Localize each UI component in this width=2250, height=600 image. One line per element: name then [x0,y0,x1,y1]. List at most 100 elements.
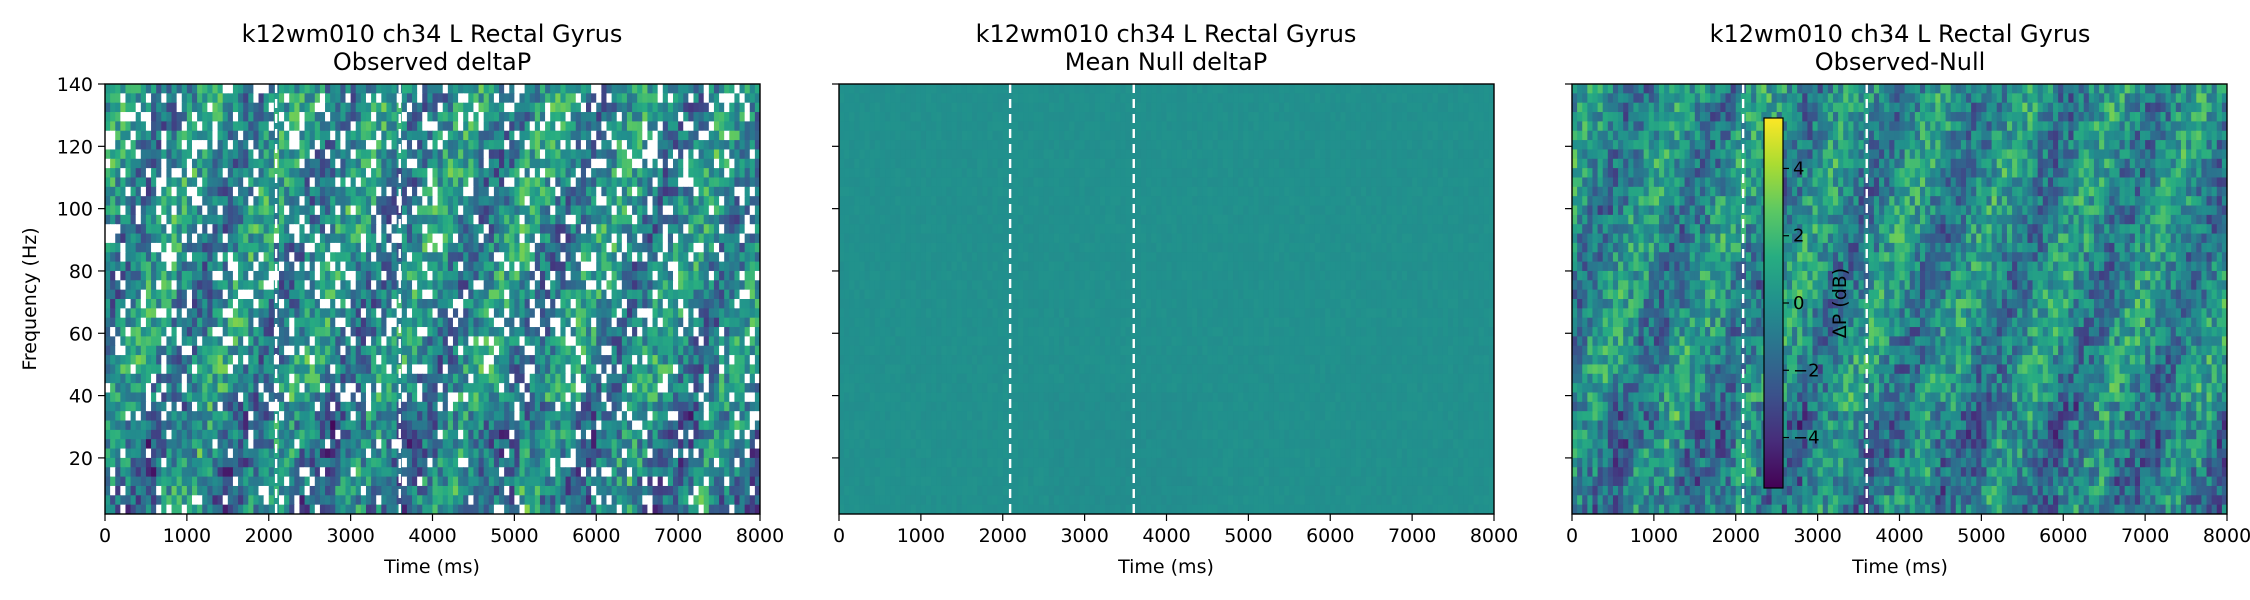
heatmap-cell [110,345,116,356]
heatmap-cell [202,252,208,263]
heatmap-cell [268,84,275,94]
heatmap-cell [135,373,142,384]
heatmap-cell [647,121,654,132]
heatmap-cell [294,205,301,216]
heatmap-cell [637,140,643,151]
heatmap-cell [565,364,572,375]
heatmap-cell [739,224,746,235]
heatmap-cell [596,299,602,309]
heatmap-cell [483,205,490,216]
heatmap-cell [509,439,515,450]
heatmap-cell [739,84,746,94]
heatmap-cell [376,401,382,412]
heatmap-cell [263,308,270,319]
heatmap-cell [673,270,679,281]
heatmap-cell [744,373,751,384]
heatmap-cell [632,289,638,300]
heatmap-cell [601,214,608,225]
heatmap-cell [652,420,659,431]
heatmap-cell [299,411,306,422]
heatmap-cell [360,205,367,216]
heatmap-cell [683,242,689,253]
heatmap-cell [253,364,260,375]
heatmap-cell [278,345,285,356]
heatmap-cell [754,186,760,197]
heatmap-cell [304,345,311,356]
heatmap-cell [550,383,556,394]
heatmap-cell [504,336,510,347]
heatmap-cell [299,121,306,132]
heatmap-cell [202,439,208,450]
heatmap-cell [575,429,582,440]
heatmap-cell [493,270,500,281]
heatmap-cell [432,317,439,328]
heatmap-cell [524,196,531,207]
heatmap-cell [125,429,132,440]
heatmap-cell [325,177,331,188]
heatmap-cell [703,214,710,225]
heatmap-cell [238,149,244,160]
heatmap-cell [258,401,265,412]
heatmap-cell [703,411,710,422]
heatmap-cell [754,439,760,450]
heatmap-cell [176,140,183,151]
heatmap-cell [514,345,521,356]
heatmap-cell [412,158,418,169]
heatmap-cell [724,373,730,384]
heatmap-cell [468,308,475,319]
heatmap-cell [754,112,760,122]
heatmap-cell [447,112,454,122]
heatmap-cell [509,205,515,216]
heatmap-cell [519,299,526,309]
heatmap-cell [197,261,203,272]
heatmap-cell [263,392,270,403]
heatmap-cell [570,401,577,412]
heatmap-cell [749,186,756,197]
heatmap-cell [708,392,715,403]
heatmap-cell [458,327,464,337]
heatmap-cell [227,214,234,225]
heatmap-cell [145,411,152,422]
heatmap-cell [642,420,649,431]
heatmap-cell [248,308,254,319]
heatmap-cell [575,401,582,412]
heatmap-cell [601,158,608,169]
heatmap-cell [642,84,649,94]
heatmap-cell [488,149,495,160]
heatmap-cell [371,140,377,151]
heatmap-cell [575,140,582,151]
heatmap-cell [580,252,587,263]
heatmap-cell [135,214,142,225]
heatmap-cell [217,364,224,375]
heatmap-cell [212,196,219,207]
heatmap-cell [575,317,582,328]
heatmap-cell [678,345,684,356]
heatmap-cell [110,270,116,281]
heatmap-cell [662,130,669,141]
heatmap-cell [181,411,188,422]
heatmap-cell [514,420,521,431]
heatmap-cell [570,289,577,300]
heatmap-cell [667,270,674,281]
heatmap-cell [243,242,249,253]
heatmap-cell [222,401,229,412]
heatmap-cell [452,401,459,412]
heatmap-cell [570,429,577,440]
heatmap-cell [120,214,127,225]
heatmap-cell [729,112,736,122]
heatmap-cell [319,93,326,104]
heatmap-cell [130,429,137,440]
heatmap-cell [734,168,741,179]
heatmap-cell [273,317,280,328]
heatmap-cell [406,308,413,319]
heatmap-cell [325,130,331,141]
heatmap-cell [278,373,285,384]
heatmap-cell [565,383,572,394]
heatmap-cell [565,327,572,337]
heatmap-cell [417,345,423,356]
heatmap-cell [708,252,715,263]
heatmap-cell [299,280,306,291]
heatmap-cell [365,224,372,235]
heatmap-cell [724,84,730,94]
heatmap-cell [514,130,521,141]
